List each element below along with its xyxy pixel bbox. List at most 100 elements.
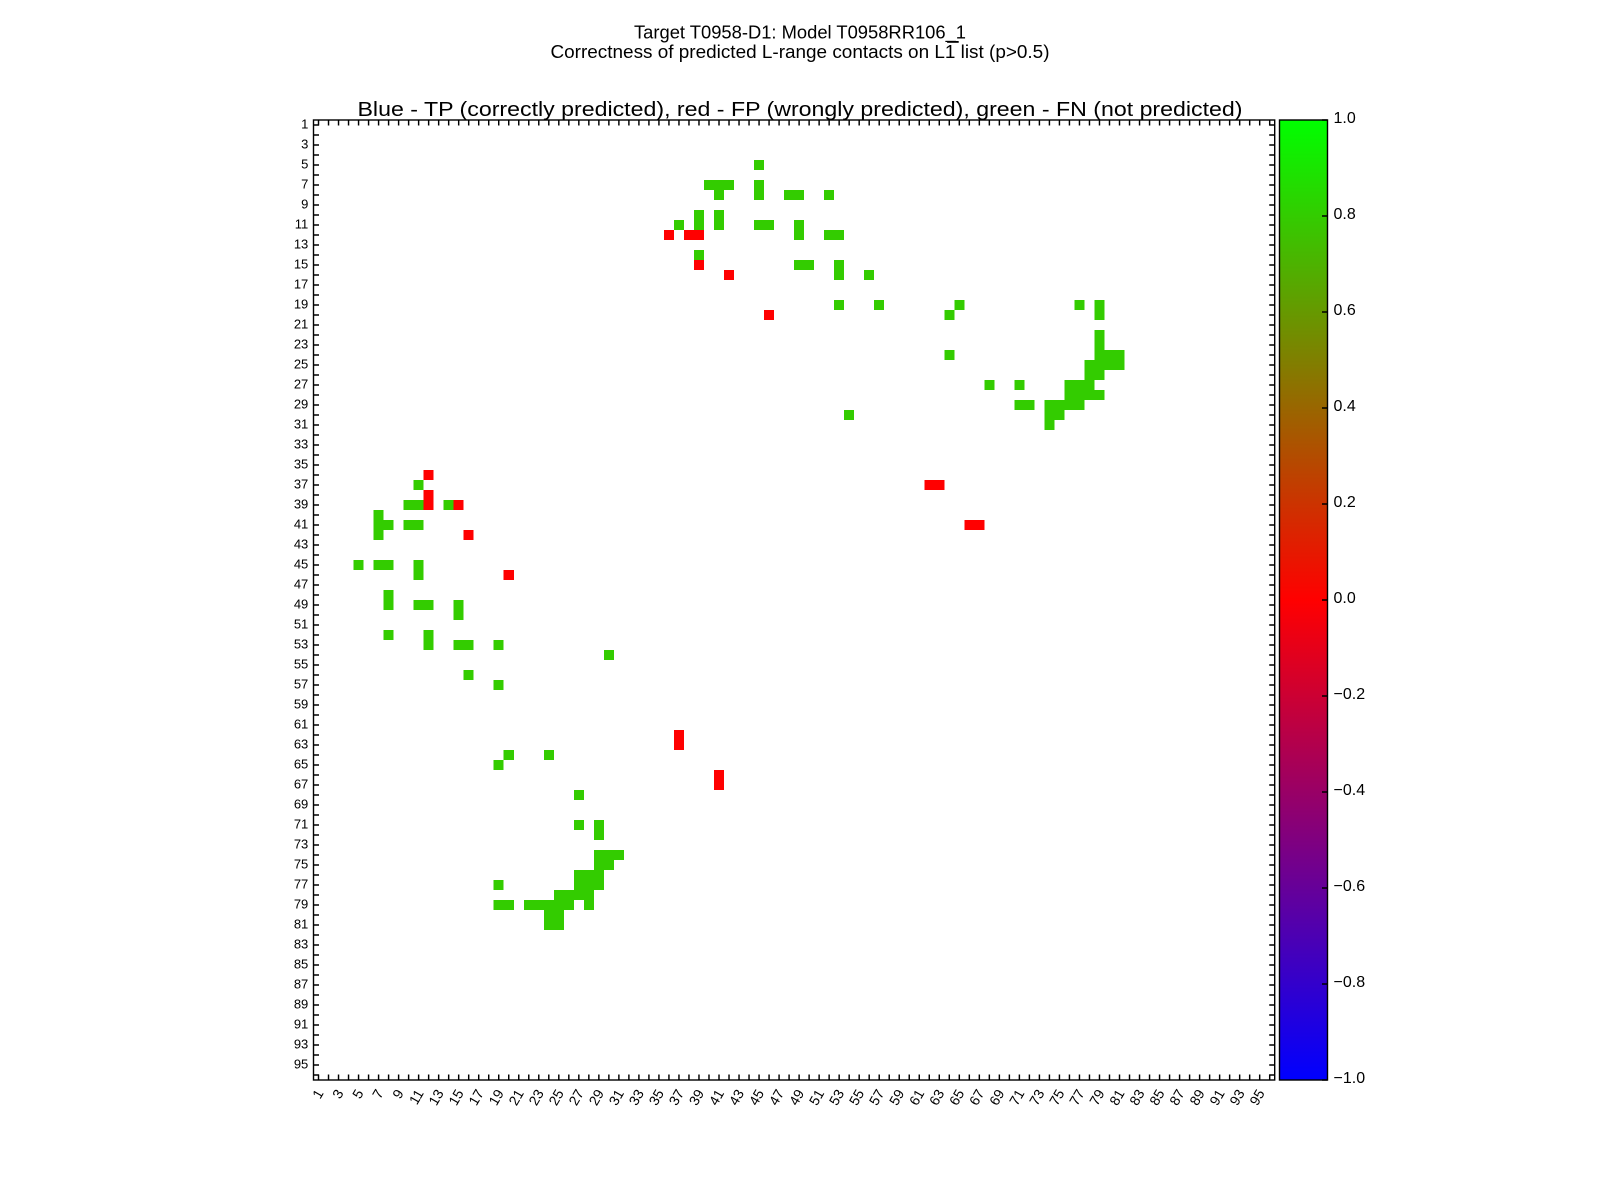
svg-text:65: 65: [946, 1086, 968, 1108]
svg-text:55: 55: [846, 1086, 868, 1108]
svg-text:1: 1: [301, 117, 308, 132]
svg-text:25: 25: [545, 1086, 567, 1108]
svg-text:89: 89: [294, 997, 308, 1012]
svg-text:69: 69: [986, 1086, 1008, 1108]
svg-text:1.0: 1.0: [1334, 110, 1356, 127]
svg-text:3: 3: [301, 137, 308, 152]
svg-text:47: 47: [294, 577, 308, 592]
svg-text:37: 37: [294, 477, 308, 492]
svg-text:47: 47: [766, 1086, 788, 1108]
svg-text:95: 95: [294, 1057, 308, 1072]
svg-text:Target T0958-D1: Model T0958RR: Target T0958-D1: Model T0958RR106_1: [634, 23, 966, 44]
svg-text:93: 93: [1226, 1086, 1248, 1108]
svg-text:63: 63: [926, 1086, 948, 1108]
svg-text:0.4: 0.4: [1334, 398, 1356, 415]
svg-text:75: 75: [294, 857, 308, 872]
svg-text:13: 13: [425, 1086, 447, 1108]
svg-text:87: 87: [294, 977, 308, 992]
svg-text:95: 95: [1246, 1086, 1268, 1108]
svg-text:67: 67: [294, 777, 308, 792]
svg-text:45: 45: [746, 1086, 768, 1108]
svg-text:85: 85: [294, 957, 308, 972]
svg-text:53: 53: [826, 1086, 848, 1108]
svg-text:51: 51: [294, 617, 308, 632]
svg-text:87: 87: [1166, 1086, 1188, 1108]
svg-text:33: 33: [625, 1086, 647, 1108]
svg-text:91: 91: [1206, 1086, 1228, 1108]
svg-text:81: 81: [1106, 1086, 1128, 1108]
svg-text:−0.4: −0.4: [1334, 782, 1366, 799]
svg-text:15: 15: [445, 1086, 467, 1108]
svg-text:43: 43: [725, 1086, 747, 1108]
svg-text:−0.8: −0.8: [1334, 974, 1366, 991]
svg-text:57: 57: [294, 677, 308, 692]
svg-text:35: 35: [294, 457, 308, 472]
svg-text:57: 57: [866, 1086, 888, 1108]
svg-text:53: 53: [294, 637, 308, 652]
svg-text:51: 51: [806, 1086, 828, 1108]
svg-text:45: 45: [294, 557, 308, 572]
svg-text:79: 79: [294, 897, 308, 912]
svg-text:17: 17: [465, 1086, 487, 1108]
svg-text:71: 71: [294, 817, 308, 832]
svg-text:61: 61: [294, 717, 308, 732]
svg-text:11: 11: [295, 217, 309, 232]
svg-text:−0.2: −0.2: [1334, 686, 1366, 703]
svg-text:91: 91: [294, 1017, 308, 1032]
svg-text:59: 59: [886, 1086, 908, 1108]
svg-text:21: 21: [294, 317, 308, 332]
svg-text:35: 35: [645, 1086, 667, 1108]
svg-text:73: 73: [294, 837, 308, 852]
svg-text:−1.0: −1.0: [1334, 1070, 1366, 1087]
svg-text:77: 77: [294, 877, 308, 892]
svg-text:0.0: 0.0: [1334, 590, 1356, 607]
svg-text:69: 69: [294, 797, 308, 812]
svg-text:0.2: 0.2: [1334, 494, 1356, 511]
svg-text:29: 29: [294, 397, 308, 412]
svg-text:41: 41: [294, 517, 308, 532]
svg-text:49: 49: [294, 597, 308, 612]
svg-text:0.6: 0.6: [1334, 302, 1356, 319]
svg-text:83: 83: [1126, 1086, 1148, 1108]
svg-text:79: 79: [1086, 1086, 1108, 1108]
svg-text:31: 31: [294, 417, 308, 432]
svg-text:49: 49: [786, 1086, 808, 1108]
svg-text:9: 9: [301, 197, 308, 212]
svg-text:75: 75: [1046, 1086, 1068, 1108]
svg-text:19: 19: [294, 297, 308, 312]
svg-text:0.8: 0.8: [1334, 206, 1356, 223]
svg-text:25: 25: [294, 357, 308, 372]
svg-text:93: 93: [294, 1037, 308, 1052]
svg-text:15: 15: [294, 257, 308, 272]
svg-text:41: 41: [705, 1086, 727, 1108]
svg-text:71: 71: [1006, 1086, 1028, 1108]
svg-text:Correctness of predicted L-ran: Correctness of predicted L-range contact…: [551, 42, 1050, 62]
svg-text:13: 13: [294, 237, 308, 252]
svg-text:59: 59: [294, 697, 308, 712]
svg-text:73: 73: [1026, 1086, 1048, 1108]
svg-text:39: 39: [294, 497, 308, 512]
svg-text:27: 27: [565, 1086, 587, 1108]
svg-text:−0.6: −0.6: [1334, 878, 1366, 895]
svg-text:77: 77: [1066, 1086, 1088, 1108]
svg-text:61: 61: [906, 1086, 928, 1108]
svg-text:89: 89: [1186, 1086, 1208, 1108]
svg-text:7: 7: [301, 177, 308, 192]
svg-text:27: 27: [294, 377, 308, 392]
svg-text:5: 5: [301, 157, 308, 172]
svg-text:67: 67: [966, 1086, 988, 1108]
svg-text:85: 85: [1146, 1086, 1168, 1108]
svg-text:65: 65: [294, 757, 308, 772]
svg-text:81: 81: [294, 917, 308, 932]
svg-text:29: 29: [585, 1086, 607, 1108]
svg-text:33: 33: [294, 437, 308, 452]
svg-text:17: 17: [294, 277, 308, 292]
svg-text:23: 23: [294, 337, 308, 352]
svg-text:43: 43: [294, 537, 308, 552]
svg-text:Blue - TP (correctly predicted: Blue - TP (correctly predicted), red - F…: [358, 99, 1243, 121]
svg-text:21: 21: [505, 1086, 527, 1108]
svg-text:63: 63: [294, 737, 308, 752]
svg-text:37: 37: [665, 1086, 687, 1108]
svg-text:39: 39: [685, 1086, 707, 1108]
svg-text:19: 19: [485, 1086, 507, 1108]
